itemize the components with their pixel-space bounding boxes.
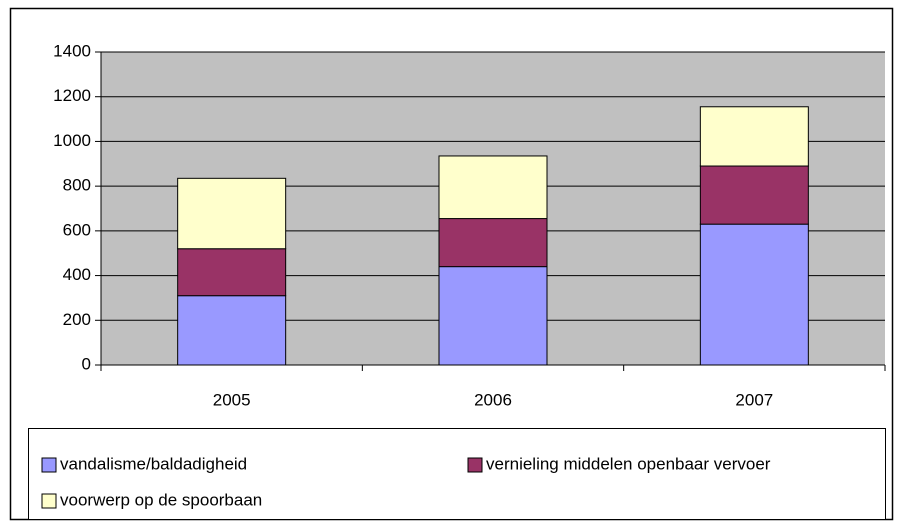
x-tick-label: 2005	[213, 390, 251, 409]
y-tick-label: 0	[82, 354, 91, 373]
y-tick-label: 600	[63, 220, 91, 239]
x-tick-label: 2007	[735, 390, 773, 409]
y-tick-label: 1200	[53, 86, 91, 105]
y-tick-label: 200	[63, 310, 91, 329]
bar-segment	[438, 155, 548, 220]
legend-label: vandalisme/baldadigheid	[60, 454, 247, 473]
legend-swatch	[467, 457, 483, 473]
bar-segment	[177, 177, 287, 250]
legend-swatch	[41, 493, 57, 509]
y-tick-label: 1400	[53, 41, 91, 60]
bar-segment	[699, 165, 809, 225]
bar-segment	[177, 248, 287, 297]
bar-segment	[699, 223, 809, 366]
bar-segment	[438, 218, 548, 268]
bar-segment	[438, 266, 548, 366]
y-tick-label: 400	[63, 265, 91, 284]
legend-box	[28, 428, 886, 520]
bar-segment	[177, 295, 287, 366]
y-tick-label: 1000	[53, 131, 91, 150]
x-tick-label: 2006	[474, 390, 512, 409]
legend-swatch	[41, 457, 57, 473]
legend-label: voorwerp op de spoorbaan	[60, 490, 262, 509]
bar-segment	[699, 106, 809, 167]
y-tick-label: 800	[63, 176, 91, 195]
legend-label: vernieling middelen openbaar vervoer	[486, 454, 771, 473]
